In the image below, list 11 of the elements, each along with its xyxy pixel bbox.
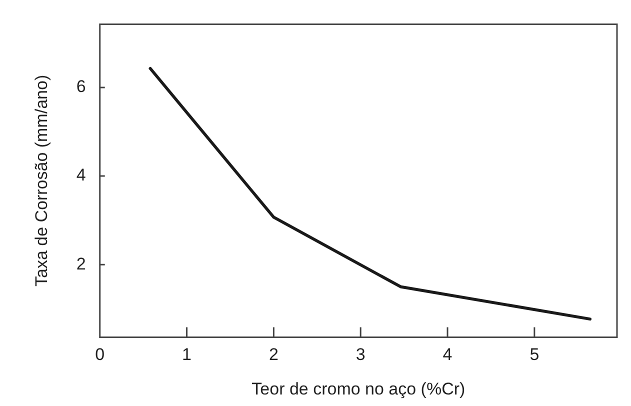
x-tick-label: 0: [95, 345, 105, 364]
x-tick-label: 1: [182, 345, 192, 364]
x-tick-label: 5: [530, 345, 540, 364]
x-axis-title: Teor de cromo no aço (%Cr): [252, 379, 466, 398]
y-tick-label: 6: [76, 77, 86, 96]
x-tick-label: 2: [268, 345, 278, 364]
x-tick-label: 4: [442, 345, 452, 364]
x-tick-label: 3: [356, 345, 366, 364]
y-tick-label: 2: [76, 254, 86, 274]
y-axis-title: Taxa de Corrosão (mm/ano): [32, 74, 51, 287]
y-tick-label: 4: [76, 166, 86, 185]
